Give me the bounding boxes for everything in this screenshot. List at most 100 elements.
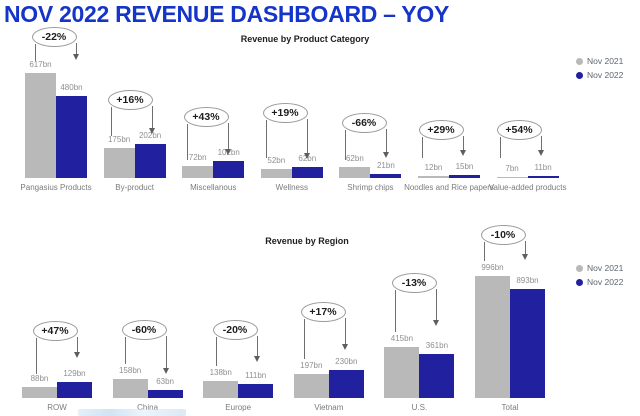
value-label-nov2022: 480bn xyxy=(60,83,83,93)
bar-nov2021[interactable] xyxy=(112,378,148,398)
bar-nov2021[interactable] xyxy=(293,373,329,398)
balloon-arrow-line xyxy=(227,123,229,150)
bar-nov2021[interactable] xyxy=(339,167,371,178)
bar-nov2022[interactable] xyxy=(527,176,559,178)
value-label-nov2021: 12bn xyxy=(424,162,443,172)
arrow-down-icon xyxy=(253,356,260,362)
balloon-left-line xyxy=(110,107,112,136)
chart-revenue-by-product-category: Revenue by Product Category Nov 2021 Nov … xyxy=(0,26,640,205)
arrow-down-icon xyxy=(148,128,155,134)
bar-nov2022[interactable] xyxy=(291,167,323,178)
balloon-left-line xyxy=(421,137,423,158)
category-axis-label: Europe xyxy=(225,403,252,412)
bar-nov2022[interactable] xyxy=(509,289,545,398)
category-group-vietnam: 197bn 230bn Vietnam xyxy=(284,225,375,416)
chart-title: Revenue by Region xyxy=(265,236,349,246)
pct-change-balloon: -66% xyxy=(341,113,387,133)
bar-nov2021[interactable] xyxy=(417,175,449,178)
bar-nov2021[interactable] xyxy=(182,165,214,178)
balloon-arrow-line xyxy=(151,106,153,129)
pct-change-balloon: -60% xyxy=(121,320,167,340)
bar-nov2022[interactable] xyxy=(370,174,402,178)
balloon-arrow-line xyxy=(524,241,526,255)
value-label-nov2021: 175bn xyxy=(107,135,131,145)
category-group-u-s-: 415bn 361bn U.S. xyxy=(374,225,465,416)
balloon-arrow-line xyxy=(75,43,77,55)
balloon-left-line xyxy=(483,242,485,261)
balloon-left-line xyxy=(124,337,126,364)
balloon-left-line xyxy=(35,338,37,374)
bar-nov2022[interactable] xyxy=(238,384,274,398)
arrow-down-icon xyxy=(521,254,528,260)
legend-item-nov-2022[interactable]: Nov 2022 xyxy=(576,275,640,289)
bar-nov2022[interactable] xyxy=(55,96,87,178)
legend-item-nov-2021[interactable]: Nov 2021 xyxy=(576,54,640,68)
value-label-nov2022: 230bn xyxy=(335,356,358,366)
bar-nov2021[interactable] xyxy=(103,148,135,178)
value-label-nov2022: 129bn xyxy=(63,369,86,379)
balloon-left-line xyxy=(215,337,217,366)
category-group-by-product: 175bn 202bn By-product xyxy=(95,26,174,205)
bar-nov2021[interactable] xyxy=(203,381,239,398)
category-axis-label: Shrimp chips xyxy=(347,183,394,192)
category-axis-label: China xyxy=(137,403,159,412)
value-label-nov2021: 72bn xyxy=(188,152,207,162)
value-label-nov2022: 202bn xyxy=(138,130,162,140)
category-group-europe: 138bn 111bn Europe xyxy=(193,225,284,416)
value-label-nov2021: 197bn xyxy=(300,360,323,370)
chart-legend: Nov 2021 Nov 2022 xyxy=(576,261,640,289)
category-group-noodles-and-rice-papers: 12bn 15bn Noodles and Rice papers xyxy=(404,26,494,205)
value-label-nov2021: 158bn xyxy=(118,365,142,375)
balloon-arrow-line xyxy=(165,336,167,369)
category-group-value-added-products: 7bn 11bn Value-added products xyxy=(488,26,567,205)
bar-nov2021[interactable] xyxy=(474,276,510,398)
bar-nov2022[interactable] xyxy=(147,390,183,398)
legend-label: Nov 2022 xyxy=(587,277,624,287)
bar-nov2021[interactable] xyxy=(24,73,56,178)
bar-nov2022[interactable] xyxy=(448,175,480,178)
balloon-left-line xyxy=(265,120,267,158)
legend-item-nov-2021[interactable]: Nov 2021 xyxy=(576,261,640,275)
chart-title: Revenue by Product Category xyxy=(240,34,370,44)
pct-change-balloon: -20% xyxy=(212,320,258,340)
pct-change-balloon: +17% xyxy=(300,302,346,322)
legend-label: Nov 2022 xyxy=(587,70,624,80)
legend-dot xyxy=(576,278,583,286)
category-group-china: 158bn 63bn China xyxy=(102,225,193,416)
arrow-down-icon xyxy=(162,368,169,374)
category-axis-label: U.S. xyxy=(411,403,428,412)
balloon-left-line xyxy=(186,124,188,160)
value-label-nov2021: 138bn xyxy=(209,368,232,378)
category-axis-label: By-product xyxy=(115,183,154,192)
value-label-nov2022: 63bn xyxy=(156,377,174,387)
bar-nov2022[interactable] xyxy=(419,353,455,398)
value-label-nov2022: 11bn xyxy=(534,163,552,173)
legend-label: Nov 2021 xyxy=(587,56,624,66)
arrow-down-icon xyxy=(537,150,544,156)
balloon-left-line xyxy=(394,290,396,332)
legend-item-nov-2022[interactable]: Nov 2022 xyxy=(576,68,640,82)
arrow-down-icon xyxy=(459,150,466,156)
bar-nov2021[interactable] xyxy=(384,347,420,398)
legend-label: Nov 2021 xyxy=(587,263,624,273)
bar-nov2021[interactable] xyxy=(260,169,292,178)
bar-nov2022[interactable] xyxy=(328,369,364,398)
legend-dot xyxy=(576,264,583,272)
balloon-left-line xyxy=(34,44,36,61)
value-label-nov2022: 111bn xyxy=(245,371,267,381)
category-axis-label: Value-added products xyxy=(488,183,567,192)
balloon-arrow-line xyxy=(540,136,542,151)
bar-nov2022[interactable] xyxy=(56,382,92,398)
category-group-pangasius-products: 617bn 480bn Pangasius Products xyxy=(17,26,96,205)
value-label-nov2021: 415bn xyxy=(390,334,414,344)
bar-nov2022[interactable] xyxy=(134,143,166,178)
bar-nov2022[interactable] xyxy=(213,160,245,178)
value-label-nov2021: 996bn xyxy=(481,263,504,273)
arrow-down-icon xyxy=(72,54,79,60)
bar-nov2021[interactable] xyxy=(21,387,57,398)
category-axis-label: Wellness xyxy=(275,183,308,192)
page-title: NOV 2022 REVENUE DASHBOARD – YOY xyxy=(4,1,449,27)
bar-nov2021[interactable] xyxy=(496,176,528,178)
category-axis-label: ROW xyxy=(47,403,67,412)
arrow-down-icon xyxy=(432,320,439,326)
